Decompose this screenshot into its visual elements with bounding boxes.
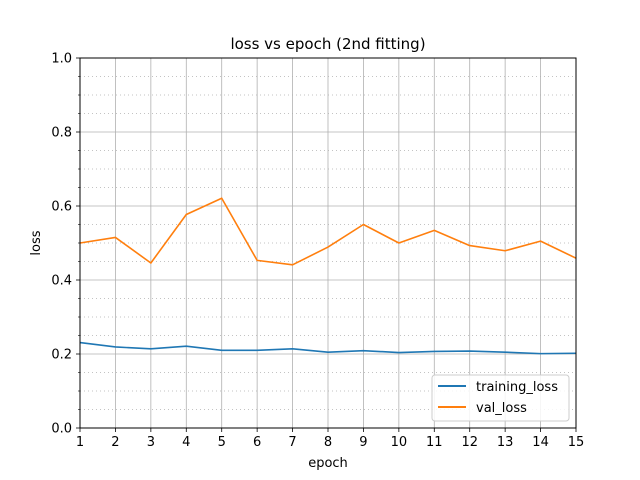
x-tick-label: 13: [497, 435, 514, 450]
x-tick-label: 11: [426, 435, 443, 450]
plot-lines: [79, 197, 577, 355]
x-tick-label: 4: [182, 435, 190, 450]
x-tick-label: 8: [324, 435, 332, 450]
x-tick-label: 5: [218, 435, 226, 450]
y-tick-label: 1.0: [51, 52, 72, 67]
series-line-val-loss: [79, 197, 577, 266]
y-tick-label: 0.2: [51, 348, 72, 363]
x-tick-label: 3: [147, 435, 155, 450]
y-tick-label: 0.6: [51, 200, 72, 215]
x-tick-label: 9: [359, 435, 367, 450]
y-tick-label: 0.8: [51, 126, 72, 141]
x-tick-label: 14: [532, 435, 549, 450]
legend-box: [431, 374, 570, 422]
legend-label-training-loss: training_loss: [476, 380, 558, 395]
x-tick-label: 7: [288, 435, 296, 450]
x-axis-label: epoch: [308, 456, 348, 471]
y-tick-label: 0.4: [51, 274, 72, 289]
legend: training_loss val_loss: [431, 374, 570, 422]
legend-label-val-loss: val_loss: [476, 401, 527, 416]
chart-title: loss vs epoch (2nd fitting): [230, 35, 425, 53]
x-tick-label: 2: [111, 435, 119, 450]
x-tick-label: 6: [253, 435, 261, 450]
x-tick-label: 10: [391, 435, 408, 450]
y-axis-label: loss: [29, 230, 44, 255]
axis-ticks: 0.00.20.40.60.81.01 2 3 4 5 6 7 8 9 10 11 12 13 14 15: [51, 52, 584, 451]
y-tick-label: 0.0: [51, 422, 72, 437]
x-tick-label: 1: [76, 435, 84, 450]
x-tick-label: 15: [568, 435, 585, 450]
series-line-training-loss: [79, 341, 577, 355]
x-tick-label: 12: [461, 435, 478, 450]
